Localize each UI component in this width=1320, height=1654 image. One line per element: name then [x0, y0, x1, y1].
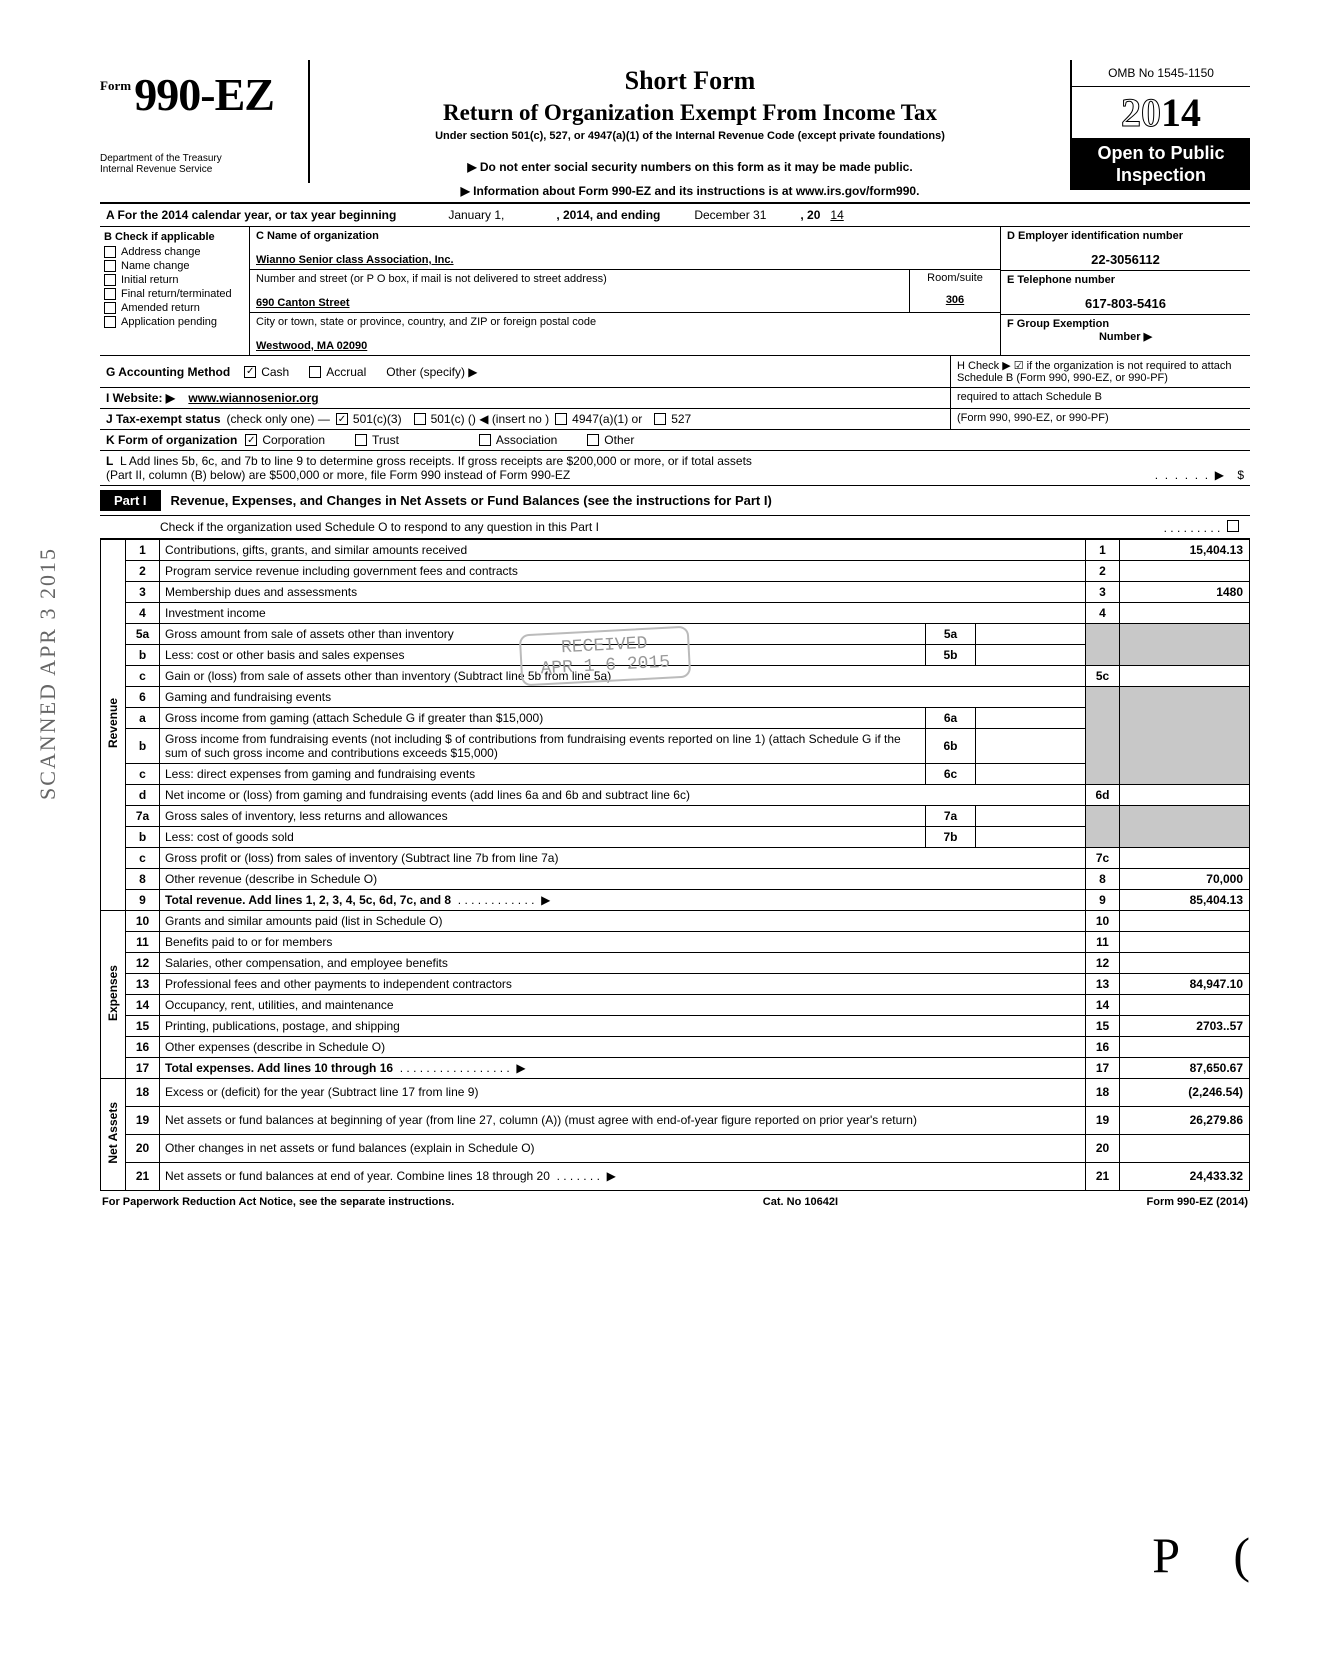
- line-a: A For the 2014 calendar year, or tax yea…: [100, 204, 1250, 227]
- chk-final-return[interactable]: [104, 288, 116, 300]
- part-1-sub: Check if the organization used Schedule …: [100, 516, 1250, 539]
- dept-line1: Department of the Treasury: [100, 153, 296, 164]
- amt-2: [1120, 561, 1250, 582]
- chk-amended[interactable]: [104, 302, 116, 314]
- chk-trust[interactable]: [355, 434, 367, 446]
- part-1-header: Part I Revenue, Expenses, and Changes in…: [100, 486, 1250, 516]
- col-b-checkboxes: B Check if applicable Address change Nam…: [100, 227, 250, 355]
- amt-18: (2,246.54): [1120, 1079, 1250, 1107]
- form-prefix: Form: [100, 78, 131, 93]
- room-suite: 306: [910, 294, 1000, 306]
- amt-6d: [1120, 785, 1250, 806]
- section-bcd: B Check if applicable Address change Nam…: [100, 227, 1250, 356]
- chk-address-change[interactable]: [104, 246, 116, 258]
- chk-cash[interactable]: ✓: [244, 366, 256, 378]
- dept-line2: Internal Revenue Service: [100, 164, 296, 175]
- amt-19: 26,279.86: [1120, 1106, 1250, 1134]
- chk-accrual[interactable]: [309, 366, 321, 378]
- vlabel-expenses: Expenses: [101, 911, 126, 1079]
- org-name: Wianno Senior class Association, Inc.: [256, 254, 994, 266]
- line-k: K Form of organization ✓Corporation Trus…: [100, 430, 1250, 451]
- subtitle: Under section 501(c), 527, or 4947(a)(1)…: [320, 130, 1060, 142]
- amt-3: 1480: [1120, 582, 1250, 603]
- page-footer: For Paperwork Reduction Act Notice, see …: [100, 1191, 1250, 1208]
- footer-mid: Cat. No 10642I: [763, 1196, 838, 1208]
- ein: 22-3056112: [1007, 252, 1244, 267]
- city-state-zip: Westwood, MA 02090: [256, 340, 994, 352]
- omb-number: OMB No 1545-1150: [1072, 60, 1250, 87]
- amt-4: [1120, 603, 1250, 624]
- tax-year: 2014: [1072, 87, 1250, 139]
- chk-name-change[interactable]: [104, 260, 116, 272]
- chk-527[interactable]: [654, 413, 666, 425]
- chk-other[interactable]: [587, 434, 599, 446]
- right-header-box: OMB No 1545-1150 2014 Open to Public Ins…: [1070, 60, 1250, 190]
- amt-17: 87,650.67: [1120, 1058, 1250, 1079]
- amt-10: [1120, 911, 1250, 932]
- amt-5c: [1120, 666, 1250, 687]
- chk-4947[interactable]: [555, 413, 567, 425]
- title-return: Return of Organization Exempt From Incom…: [320, 100, 1060, 126]
- title-short-form: Short Form: [320, 66, 1060, 96]
- form-number-box: Form 990-EZ Department of the Treasury I…: [100, 60, 310, 183]
- col-d: D Employer identification number 22-3056…: [1000, 227, 1250, 355]
- open-to-public: Open to Public Inspection: [1072, 139, 1250, 190]
- amt-12: [1120, 953, 1250, 974]
- lines-table: Revenue 1 Contributions, gifts, grants, …: [100, 539, 1250, 1191]
- amt-9: 85,404.13: [1120, 890, 1250, 911]
- line-l: L L Add lines 5b, 6c, and 7b to line 9 t…: [100, 451, 1250, 486]
- amt-7c: [1120, 848, 1250, 869]
- chk-application-pending[interactable]: [104, 316, 116, 328]
- street-address: 690 Canton Street: [256, 297, 903, 309]
- amt-13: 84,947.10: [1120, 974, 1250, 995]
- line-g-label: G Accounting Method: [106, 365, 230, 379]
- form-number: 990-EZ: [134, 69, 274, 120]
- phone: 617-803-5416: [1007, 296, 1244, 311]
- amt-16: [1120, 1037, 1250, 1058]
- amt-14: [1120, 995, 1250, 1016]
- chk-schedule-o[interactable]: [1227, 520, 1239, 532]
- amt-1: 15,404.13: [1120, 540, 1250, 561]
- chk-501c[interactable]: [414, 413, 426, 425]
- website: www.wiannosenior.org: [188, 391, 318, 405]
- chk-initial-return[interactable]: [104, 274, 116, 286]
- chk-corporation[interactable]: ✓: [245, 434, 257, 446]
- footer-left: For Paperwork Reduction Act Notice, see …: [102, 1196, 454, 1208]
- title-box: Short Form Return of Organization Exempt…: [310, 60, 1070, 202]
- line-h: H Check ▶ ☑ if the organization is not r…: [950, 356, 1250, 387]
- vlabel-netassets: Net Assets: [101, 1079, 126, 1191]
- form-header: Form 990-EZ Department of the Treasury I…: [100, 60, 1250, 204]
- amt-11: [1120, 932, 1250, 953]
- amt-8: 70,000: [1120, 869, 1250, 890]
- part-1-tag: Part I: [100, 490, 161, 511]
- amt-21: 24,433.32: [1120, 1162, 1250, 1190]
- handwritten-paren: (: [1233, 1526, 1250, 1584]
- chk-association[interactable]: [479, 434, 491, 446]
- amt-15: 2703..57: [1120, 1016, 1250, 1037]
- instruction-1: ▶ Do not enter social security numbers o…: [320, 160, 1060, 174]
- footer-right: Form 990-EZ (2014): [1147, 1196, 1248, 1208]
- scanned-stamp: SCANNED APR 3 2015: [35, 547, 61, 800]
- handwritten-p: P: [1152, 1526, 1180, 1584]
- amt-20: [1120, 1134, 1250, 1162]
- vlabel-revenue: Revenue: [101, 540, 126, 911]
- instruction-2: ▶ Information about Form 990-EZ and its …: [320, 184, 1060, 198]
- chk-501c3[interactable]: ✓: [336, 413, 348, 425]
- col-c: C Name of organization Wianno Senior cla…: [250, 227, 1000, 355]
